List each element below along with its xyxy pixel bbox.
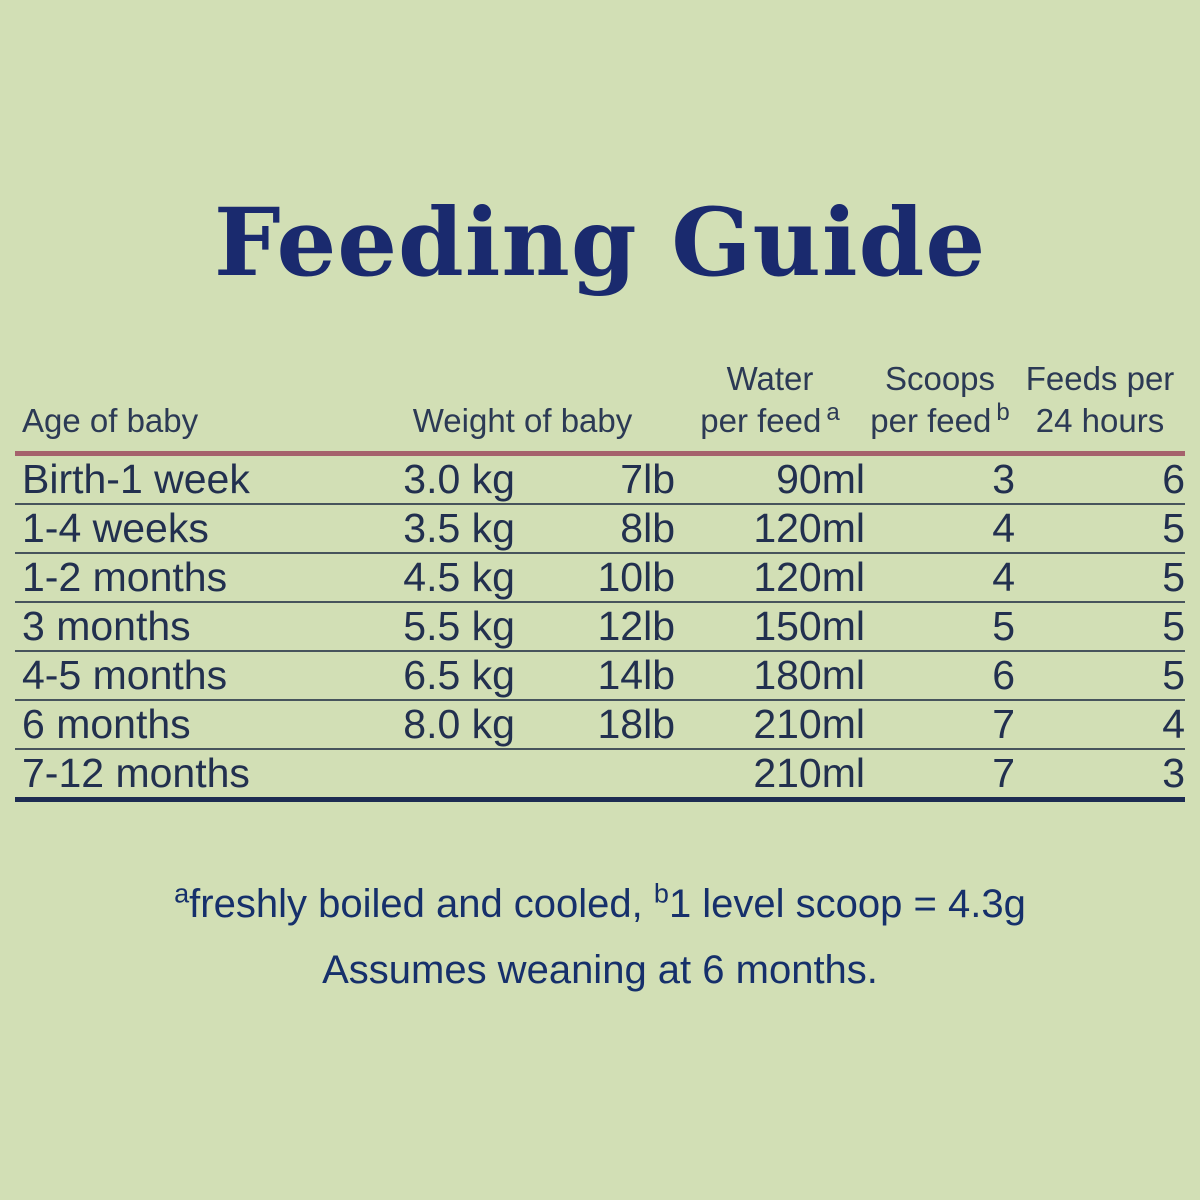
cell-water: 180ml [753,652,865,699]
feeds-header-line2: 24 hours [1035,402,1165,440]
footnote-line1: afreshly boiled and cooled, b1 level sco… [0,878,1200,927]
table-body: Birth-1 week 3.0 kg 7lb 90ml 3 6 1-4 wee… [15,454,1185,800]
cell-water: 120ml [753,505,865,552]
cell-feeds: 5 [1162,652,1185,699]
cell-scoops: 7 [992,701,1015,748]
cell-kg: 5.5 kg [403,603,515,650]
cell-water: 210ml [753,750,865,797]
scoops-header-line2: per feed [870,402,992,440]
cell-kg [370,749,515,800]
footnote-sup-a: a [174,878,190,909]
scoops-header-line1: Scoops [884,360,996,397]
table-row: 4-5 months 6.5 kg 14lb 180ml 6 5 [15,651,1185,701]
cell-kg: 6.5 kg [403,652,515,699]
cell-kg: 3.5 kg [403,505,515,552]
cell-kg: 8.0 kg [403,701,515,748]
cell-lb: 10lb [597,554,675,601]
cell-lb: 14lb [597,652,675,699]
cell-age: 4-5 months [22,652,228,699]
cell-age: 3 months [22,603,191,650]
footnote-marker-a: a [826,399,840,427]
table-row: 1-4 weeks 3.5 kg 8lb 120ml 4 5 [15,504,1185,554]
col-header-weight-label: Weight of baby [412,402,633,440]
cell-feeds: 5 [1162,554,1185,601]
feeding-guide-table: Age of baby Weight of baby Water per fee… [15,358,1185,802]
table-row: Birth-1 week 3.0 kg 7lb 90ml 3 6 [15,454,1185,505]
footnote-text-a: freshly boiled and cooled, [189,882,654,926]
cell-lb: 7lb [620,456,675,503]
cell-lb [515,749,675,800]
cell-lb: 8lb [620,505,675,552]
cell-water: 90ml [776,456,865,503]
feeds-header-line1: Feeds per [1025,360,1175,397]
footnote-marker-b: b [996,399,1010,427]
water-header-line2: per feed [700,402,822,440]
cell-feeds: 5 [1162,505,1185,552]
page-title: Feeding Guide [213,188,987,298]
cell-age: 1-2 months [22,554,228,601]
col-header-feeds: Feeds per 24 hours [1015,358,1185,454]
col-header-water: Water per feed a [675,358,865,454]
cell-feeds: 3 [1162,750,1185,797]
cell-scoops: 4 [992,554,1015,601]
cell-kg: 3.0 kg [403,456,515,503]
cell-water: 210ml [753,701,865,748]
table-row: 1-2 months 4.5 kg 10lb 120ml 4 5 [15,553,1185,603]
cell-feeds: 6 [1162,456,1185,503]
cell-scoops: 3 [992,456,1015,503]
cell-feeds: 4 [1162,701,1185,748]
header-row: Age of baby Weight of baby Water per fee… [15,358,1185,454]
table-row: 3 months 5.5 kg 12lb 150ml 5 5 [15,602,1185,652]
cell-lb: 12lb [597,603,675,650]
cell-kg: 4.5 kg [403,554,515,601]
footnote-sup-b: b [653,878,669,909]
cell-feeds: 5 [1162,603,1185,650]
col-header-age: Age of baby [15,358,370,454]
table-header: Age of baby Weight of baby Water per fee… [15,358,1185,454]
cell-age: 7-12 months [22,750,250,797]
cell-lb: 18lb [597,701,675,748]
col-header-weight: Weight of baby [370,358,675,454]
footnote-text-b: 1 level scoop = 4.3g [668,882,1026,926]
table-row: 7-12 months 210ml 7 3 [15,749,1185,800]
footnote-line2: Assumes weaning at 6 months. [322,948,878,992]
cell-water: 120ml [753,554,865,601]
col-header-scoops: Scoops per feed b [865,358,1015,454]
cell-scoops: 7 [992,750,1015,797]
cell-scoops: 6 [992,652,1015,699]
cell-age: 6 months [22,701,191,748]
cell-scoops: 5 [992,603,1015,650]
water-header-line1: Water [726,360,814,397]
table-row: 6 months 8.0 kg 18lb 210ml 7 4 [15,700,1185,750]
cell-age: 1-4 weeks [22,505,209,552]
cell-age: Birth-1 week [22,456,250,503]
col-header-age-label: Age of baby [22,402,199,440]
cell-water: 150ml [753,603,865,650]
cell-scoops: 4 [992,505,1015,552]
